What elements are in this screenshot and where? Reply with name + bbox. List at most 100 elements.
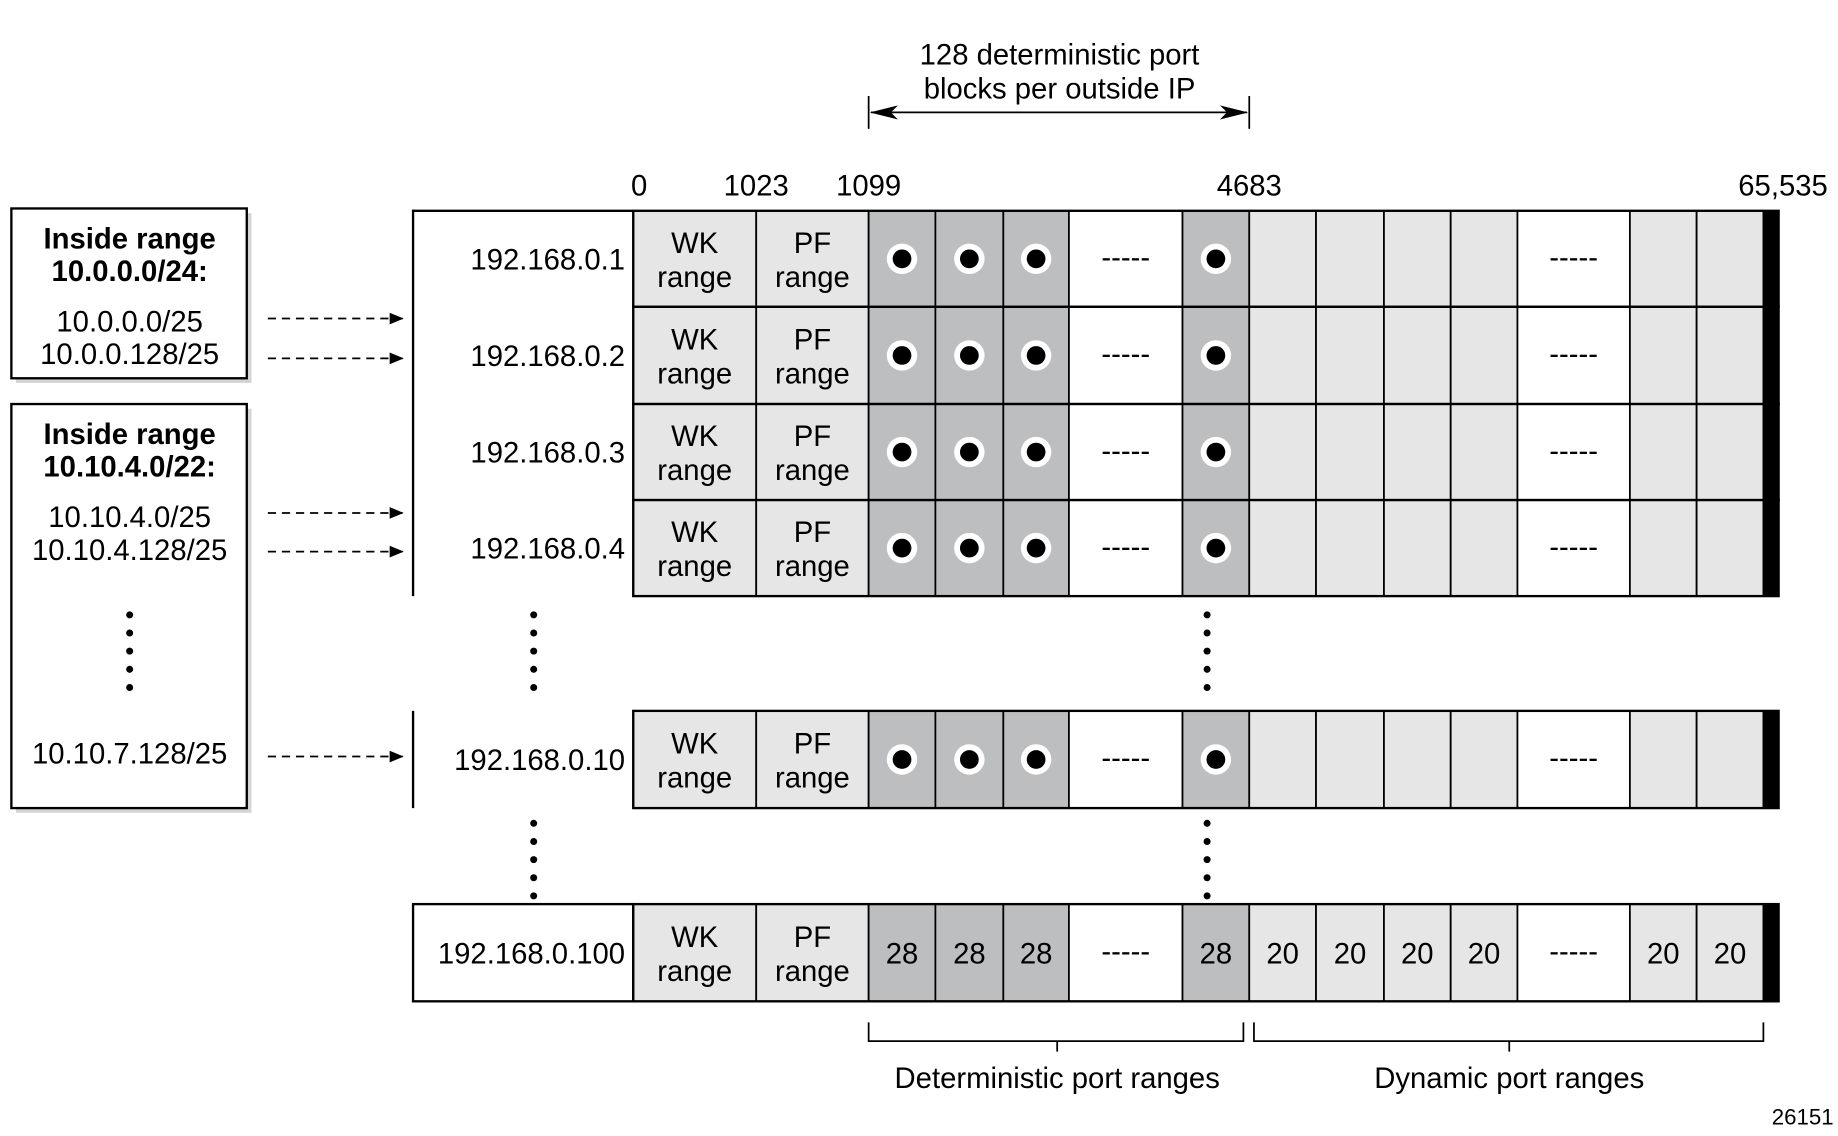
dynamic-label: Dynamic port ranges xyxy=(1374,1063,1644,1095)
wk-label: WK xyxy=(671,729,719,761)
tick-65535: 65,535 xyxy=(1738,171,1828,203)
pf-label: range xyxy=(775,763,850,795)
wk-label: WK xyxy=(671,922,719,954)
vertical-ellipsis-icon xyxy=(1203,819,1211,900)
wk-label: WK xyxy=(671,517,719,549)
row-border xyxy=(632,709,1780,810)
port-block-dot-icon xyxy=(1026,442,1046,462)
dyn-cell xyxy=(1315,403,1385,501)
dyn-cell xyxy=(1695,209,1765,308)
dash-cell xyxy=(1068,305,1184,405)
port-block-dot-icon xyxy=(892,750,912,769)
pf-label: PF xyxy=(794,729,831,761)
end-bar xyxy=(1763,404,1779,501)
port-block-dot-icon xyxy=(892,538,912,558)
vertical-ellipsis-icon xyxy=(126,611,134,691)
port-block-dot-icon xyxy=(892,249,912,269)
port-block-dot-icon xyxy=(892,442,912,462)
dyn-cell xyxy=(1383,305,1452,405)
header-line-1: 128 deterministic port xyxy=(920,39,1200,71)
dash-cell xyxy=(1068,499,1184,597)
tick-4683: 4683 xyxy=(1217,171,1282,203)
dyn-cell xyxy=(1695,903,1765,1003)
dyn-cell xyxy=(1248,499,1317,597)
header-line-2: blocks per outside IP xyxy=(924,73,1196,105)
vertical-ellipsis-icon xyxy=(530,611,538,691)
subnet: 10.10.7.128/25 xyxy=(32,739,227,771)
dyn-port-count: 20 xyxy=(1468,938,1501,970)
deterministic-bracket xyxy=(867,1022,1245,1052)
dyn-cell xyxy=(1629,903,1698,1003)
wk-cell xyxy=(632,710,758,809)
dyn-cell xyxy=(1248,305,1317,405)
inside-range-title: Inside range xyxy=(43,223,215,255)
outside-ip: 192.168.0.2 xyxy=(470,341,625,373)
dyn-cell xyxy=(1629,209,1698,308)
dyn-port-count: 20 xyxy=(1647,938,1680,970)
wk-label: WK xyxy=(671,421,719,453)
subnet: 10.10.4.0/25 xyxy=(48,502,211,534)
pf-label: range xyxy=(775,956,850,988)
subnet: 10.0.0.128/25 xyxy=(40,339,219,371)
ellipsis-dashes: ----- xyxy=(1549,435,1598,467)
wk-label: range xyxy=(657,956,732,988)
wk-label: WK xyxy=(671,228,719,260)
dash-cell xyxy=(1516,209,1631,308)
dash-cell xyxy=(1516,903,1631,1003)
inside-range-title: Inside range xyxy=(43,419,215,451)
wk-label: range xyxy=(657,763,732,795)
det-port-count: 28 xyxy=(886,938,919,970)
dyn-cell xyxy=(1383,499,1452,597)
outside-ip: 192.168.0.10 xyxy=(454,745,625,777)
ellipsis-dashes: ----- xyxy=(1549,339,1598,371)
dyn-cell xyxy=(1449,710,1519,809)
dyn-cell xyxy=(1315,305,1385,405)
port-block-dot-icon xyxy=(959,249,979,269)
dash-cell xyxy=(1516,710,1631,809)
ellipsis-dashes: ----- xyxy=(1101,242,1150,274)
pf-label: range xyxy=(775,359,850,391)
dyn-cell xyxy=(1315,710,1385,809)
dyn-cell xyxy=(1695,305,1765,405)
outside-ip: 192.168.0.3 xyxy=(470,438,625,470)
dyn-cell xyxy=(1449,209,1519,308)
dyn-cell xyxy=(1383,209,1452,308)
pf-label: range xyxy=(775,551,850,583)
dynamic-bracket xyxy=(1253,1022,1765,1052)
inside-range-box-1: Inside range 10.0.0.0/24: 10.0.0.0/25 10… xyxy=(10,207,252,383)
port-block-dot-icon xyxy=(892,346,912,365)
det-port-count: 28 xyxy=(1020,938,1053,970)
figure-id: 26151 xyxy=(1772,1104,1834,1129)
dyn-cell xyxy=(1449,403,1519,501)
outside-ip: 192.168.0.4 xyxy=(470,534,625,566)
dyn-cell xyxy=(1383,710,1452,809)
subnet: 10.10.4.128/25 xyxy=(32,535,227,567)
dyn-cell xyxy=(1315,209,1385,308)
ellipsis-dashes: ----- xyxy=(1549,531,1598,563)
dyn-cell xyxy=(1383,403,1452,501)
dyn-cell xyxy=(1695,499,1765,597)
outside-ip: 192.168.0.100 xyxy=(438,938,625,970)
dash-cell xyxy=(1068,209,1184,308)
ellipsis-dashes: ----- xyxy=(1549,242,1598,274)
pf-label: PF xyxy=(794,228,831,260)
inside-range-prefix: 10.0.0.0/24: xyxy=(52,256,208,288)
pf-cell xyxy=(755,903,870,1003)
det-port-count: 28 xyxy=(953,938,986,970)
pf-label: PF xyxy=(794,325,831,357)
tick-0: 0 xyxy=(631,171,647,203)
outside-ip: 192.168.0.1 xyxy=(470,244,625,276)
wk-cell xyxy=(632,403,758,501)
dyn-cell xyxy=(1695,403,1765,501)
dyn-cell xyxy=(1248,710,1317,809)
ellipsis-dashes: ----- xyxy=(1101,339,1150,371)
port-block-dot-icon xyxy=(1206,249,1226,269)
dyn-cell xyxy=(1629,499,1698,597)
pf-label: PF xyxy=(794,517,831,549)
wk-label: range xyxy=(657,551,732,583)
port-block-dot-icon xyxy=(1026,346,1046,365)
